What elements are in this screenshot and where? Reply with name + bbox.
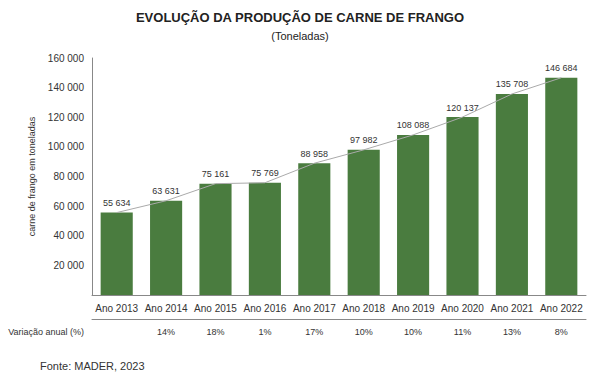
svg-text:80 000: 80 000 [53, 171, 84, 182]
svg-text:Ano 2014: Ano 2014 [145, 303, 188, 314]
svg-text:1%: 1% [258, 327, 271, 337]
svg-text:20 000: 20 000 [53, 260, 84, 271]
svg-text:Ano 2019: Ano 2019 [392, 303, 435, 314]
svg-text:11%: 11% [454, 327, 471, 337]
svg-text:55 634: 55 634 [103, 198, 131, 208]
svg-text:Variação anual (%): Variação anual (%) [8, 327, 84, 337]
svg-text:Ano 2018: Ano 2018 [342, 303, 385, 314]
svg-text:8%: 8% [555, 327, 568, 337]
svg-text:Ano 2020: Ano 2020 [441, 303, 484, 314]
svg-text:120 000: 120 000 [48, 112, 85, 123]
svg-text:Ano 2013: Ano 2013 [95, 303, 138, 314]
svg-text:10%: 10% [404, 327, 422, 337]
svg-text:18%: 18% [206, 327, 224, 337]
svg-text:17%: 17% [305, 327, 323, 337]
svg-text:97 982: 97 982 [350, 135, 378, 145]
svg-text:88 958: 88 958 [301, 149, 329, 159]
svg-text:100 000: 100 000 [48, 141, 85, 152]
svg-text:108 088: 108 088 [397, 120, 430, 130]
svg-text:14%: 14% [157, 327, 175, 337]
svg-text:160 000: 160 000 [48, 53, 85, 64]
svg-text:carne de frango em toneladas: carne de frango em toneladas [27, 116, 37, 236]
svg-text:10%: 10% [355, 327, 373, 337]
svg-text:63 631: 63 631 [152, 186, 180, 196]
svg-text:75 769: 75 769 [251, 168, 279, 178]
svg-text:Ano 2021: Ano 2021 [490, 303, 533, 314]
svg-text:75 161: 75 161 [202, 169, 230, 179]
svg-text:Ano 2016: Ano 2016 [243, 303, 286, 314]
svg-text:13%: 13% [503, 327, 521, 337]
svg-text:Fonte: MADER, 2023: Fonte: MADER, 2023 [40, 360, 145, 372]
svg-text:140 000: 140 000 [48, 82, 85, 93]
svg-text:Ano 2017: Ano 2017 [293, 303, 336, 314]
svg-text:146 684: 146 684 [545, 63, 578, 73]
svg-text:EVOLUÇÃO DA PRODUÇÃO DE CARNE: EVOLUÇÃO DA PRODUÇÃO DE CARNE DE FRANGO [136, 10, 464, 25]
svg-text:Ano 2022: Ano 2022 [540, 303, 583, 314]
svg-text:120 137: 120 137 [446, 103, 479, 113]
svg-text:60 000: 60 000 [53, 201, 84, 212]
svg-text:Ano 2015: Ano 2015 [194, 303, 237, 314]
svg-text:40 000: 40 000 [53, 230, 84, 241]
svg-text:(Toneladas): (Toneladas) [271, 30, 328, 42]
svg-text:135 708: 135 708 [496, 79, 529, 89]
